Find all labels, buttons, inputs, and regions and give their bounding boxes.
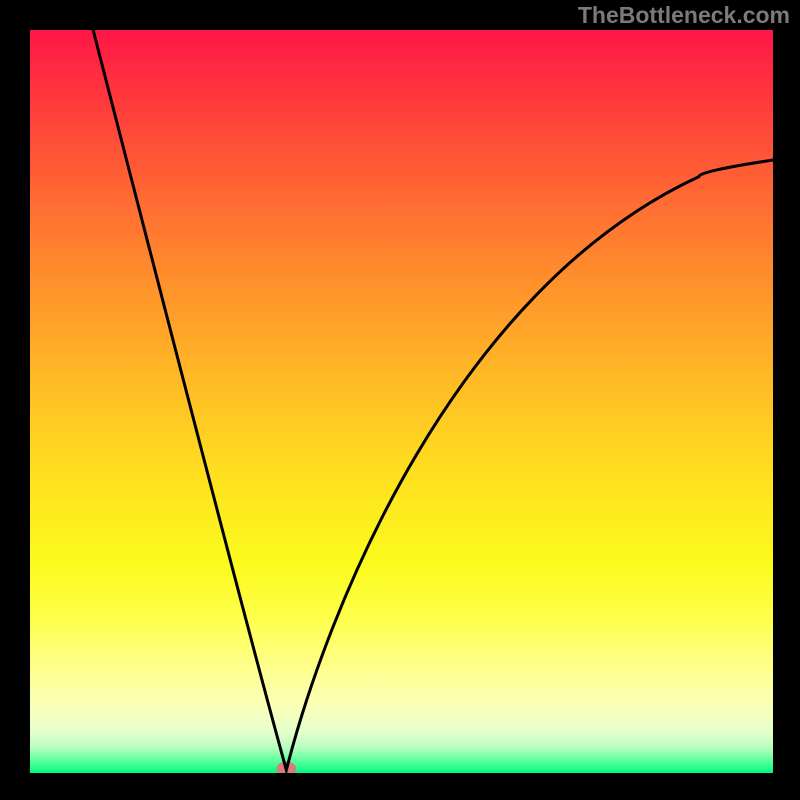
watermark-text: TheBottleneck.com (578, 2, 790, 29)
plot-area (30, 30, 773, 773)
gradient-background (30, 30, 773, 773)
chart-svg (30, 30, 773, 773)
chart-container: TheBottleneck.com (0, 0, 800, 800)
